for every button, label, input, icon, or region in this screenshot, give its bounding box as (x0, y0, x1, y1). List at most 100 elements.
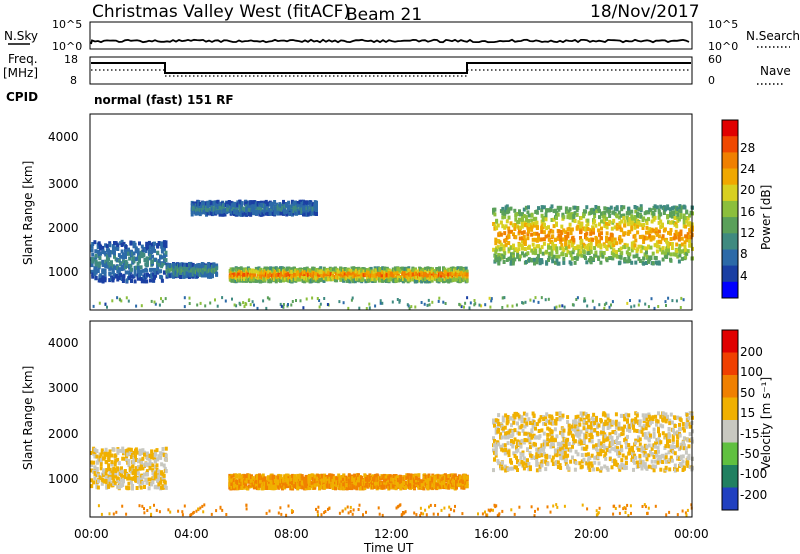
velocity-cell (164, 469, 168, 474)
power-cell (542, 241, 546, 246)
velocity-cell (230, 478, 234, 483)
velocity-cell (162, 463, 166, 468)
velocity-cell (95, 460, 99, 465)
velocity-cell (318, 483, 321, 488)
power-cell (300, 203, 304, 208)
power-cell (128, 275, 132, 280)
velocity-cell (90, 478, 94, 483)
power-cell (91, 257, 95, 262)
velocity-cell (364, 477, 368, 482)
power-cell (408, 306, 411, 310)
velocity-cell (281, 486, 284, 491)
power-cell (139, 265, 143, 270)
power-cell (615, 222, 619, 227)
power-cell (521, 236, 524, 241)
velocity-cell (92, 460, 96, 465)
velocity-cell (261, 473, 265, 478)
power-cell (538, 247, 542, 252)
power-cell (605, 258, 609, 263)
power-cell (138, 241, 141, 246)
velocity-cell (161, 447, 165, 451)
power-cell (570, 256, 574, 261)
velocity-cell (131, 486, 134, 491)
power-cell (540, 245, 544, 250)
power-cell (684, 224, 688, 229)
power-cell (314, 271, 318, 276)
power-cell (365, 274, 369, 279)
power-cell (589, 228, 593, 233)
power-cell (92, 304, 95, 308)
velocity-cell (148, 482, 152, 486)
power-cell (521, 212, 524, 217)
power-cell (492, 247, 496, 252)
power-cell (94, 259, 98, 264)
power-cell (503, 231, 507, 236)
power-cell (480, 304, 483, 308)
power-cell (306, 212, 310, 217)
power-cbar-tick-16: 16 (740, 205, 755, 219)
power-cell (498, 240, 502, 245)
power-cell (295, 299, 297, 302)
power-cell (283, 268, 287, 273)
power-cell (459, 277, 463, 282)
power-cell (105, 244, 109, 249)
velocity-cell (320, 478, 324, 483)
velocity-cell (93, 447, 97, 452)
power-cell (584, 227, 587, 232)
power-cell (605, 225, 609, 230)
power-cell (312, 266, 316, 271)
power-cell (620, 205, 624, 210)
velocity-cell (342, 473, 346, 478)
power-cell (526, 232, 530, 237)
nsky-tick-top: 10^5 (52, 18, 82, 31)
power-cell (580, 253, 584, 258)
power-cell (238, 208, 242, 212)
power-cell (523, 247, 527, 251)
power-cell (98, 256, 102, 261)
velocity-cell (331, 474, 335, 479)
power-cell (152, 272, 156, 277)
power-cell (196, 303, 199, 307)
velocity-cell (148, 453, 152, 458)
power-cell (348, 269, 352, 274)
power-cell (143, 246, 147, 251)
power-cell (613, 237, 617, 242)
power-cell (571, 235, 575, 240)
power-cell (97, 263, 101, 268)
velocity-cell (154, 451, 158, 456)
power-cell (206, 203, 210, 207)
power-cell (431, 269, 434, 274)
velocity-cell (366, 474, 370, 479)
power-cell (623, 219, 627, 224)
power-cell (327, 268, 331, 273)
power-cell (261, 204, 265, 209)
power-cell (549, 245, 553, 250)
power-cell (618, 225, 622, 230)
power-cell (285, 267, 289, 272)
power-cell (379, 301, 382, 305)
velocity-cell (232, 473, 236, 478)
velocity-cell (335, 483, 339, 488)
power-cell (398, 300, 401, 304)
power-cell (608, 305, 611, 309)
velocity-cell (132, 450, 136, 455)
power-cell (409, 274, 413, 279)
power-cell (522, 214, 526, 218)
power-cell (119, 272, 123, 277)
power-cell (430, 278, 434, 283)
cpid-label: CPID (6, 90, 38, 104)
power-cell (271, 202, 275, 207)
power-cell (562, 215, 566, 220)
power-cell (288, 212, 292, 216)
power-cell (269, 272, 273, 277)
power-cell (322, 266, 326, 271)
velocity-cell (108, 474, 112, 479)
power-cell (145, 268, 149, 273)
power-cell (428, 279, 432, 284)
power-cell (501, 224, 505, 229)
power-cell (403, 277, 407, 282)
power-cell (579, 229, 583, 234)
velocity-cell (316, 476, 320, 481)
power-cell (423, 274, 427, 279)
power-cell (383, 269, 387, 274)
